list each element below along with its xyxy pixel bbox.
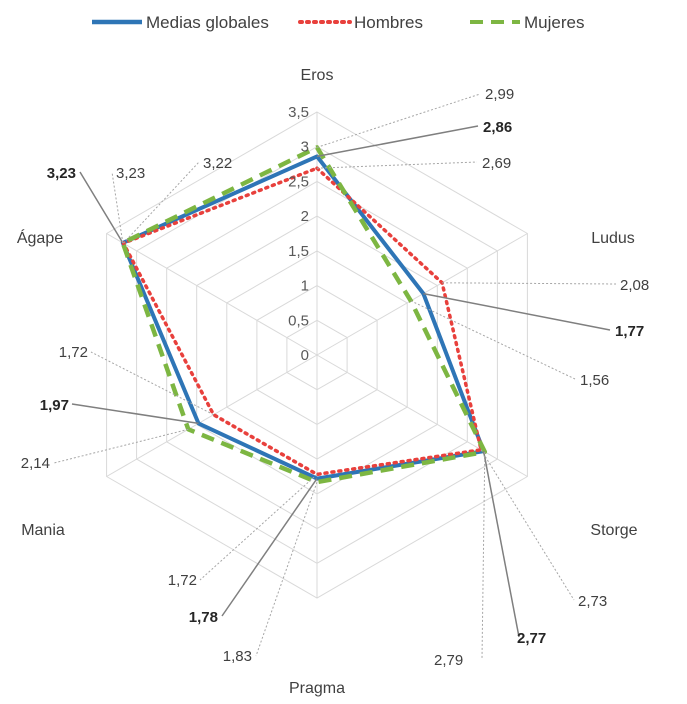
annotation-leader [316, 125, 479, 158]
category-label-mania: Mania [21, 522, 65, 539]
r-tick-label: 3 [301, 139, 309, 156]
legend-label: Mujeres [524, 13, 584, 32]
r-tick-label: 1 [301, 278, 309, 295]
chart-legend: Medias globales Hombres Mujeres [92, 13, 584, 32]
annotation-leader [481, 451, 486, 660]
annotation-leader [90, 351, 214, 416]
data-label: 2,79 [434, 652, 463, 669]
annotation-leader [316, 161, 478, 169]
grid-spoke [106, 233, 318, 356]
annotation-leader [111, 171, 124, 243]
annotation-leader [482, 451, 520, 638]
r-tick-label: 0 [301, 347, 309, 364]
data-label: 1,72 [168, 572, 197, 589]
annotation-leader [71, 403, 199, 425]
r-tick-label: 2,5 [288, 173, 309, 190]
annotation-leaders [53, 93, 617, 660]
r-tick-label: 2 [301, 208, 309, 225]
category-label-storge: Storge [590, 522, 637, 539]
data-label: 2,69 [482, 155, 511, 172]
annotation-leader [480, 449, 575, 601]
data-label: 2,99 [485, 86, 514, 103]
annotation-leader [221, 478, 318, 617]
radar-labels: 0 0,5 1 1,5 2 2,5 3 3,5 Eros Ludus Storge Pragma Man… [17, 67, 649, 697]
r-tick-label: 3,5 [288, 104, 309, 121]
data-label: 1,72 [59, 344, 88, 361]
data-label: 2,14 [21, 455, 50, 472]
annotation-leader [316, 93, 481, 148]
legend-label: Hombres [354, 13, 423, 32]
grid-spoke [316, 354, 528, 477]
annotation-leader [410, 300, 576, 380]
data-label: 2,86 [483, 119, 512, 136]
annotation-leader [79, 171, 124, 244]
annotation-leader [423, 292, 611, 331]
category-label-ludus: Ludus [591, 230, 635, 247]
data-label: 2,77 [517, 630, 546, 647]
annotation-leader [255, 481, 318, 657]
category-label-eros: Eros [301, 67, 334, 84]
data-label: 2,08 [620, 277, 649, 294]
annotation-leader [442, 282, 617, 285]
data-label: 2,73 [578, 593, 607, 610]
data-label: 1,78 [189, 609, 218, 626]
grid-spoke [106, 354, 318, 477]
data-label: 1,97 [40, 397, 69, 414]
data-label: 3,23 [116, 165, 145, 182]
legend-label: Medias globales [146, 13, 269, 32]
category-label-agape: Ágape [17, 228, 63, 247]
annotation-leader [123, 161, 200, 244]
annotation-leader [53, 428, 189, 464]
data-label: 1,56 [580, 372, 609, 389]
data-label: 3,22 [203, 155, 232, 172]
category-label-pragma: Pragma [289, 680, 345, 697]
r-tick-label: 1,5 [288, 243, 309, 260]
data-label: 1,77 [615, 323, 644, 340]
data-label: 3,23 [47, 165, 76, 182]
data-label: 1,83 [223, 648, 252, 665]
r-tick-label: 0,5 [288, 312, 309, 329]
